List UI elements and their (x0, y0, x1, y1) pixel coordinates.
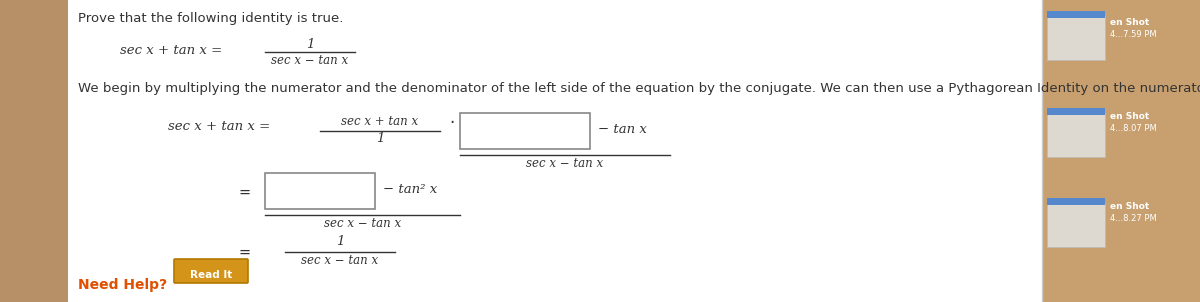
Text: =: = (239, 245, 251, 260)
Text: =: = (239, 185, 251, 200)
FancyBboxPatch shape (265, 173, 374, 209)
Text: sec x − tan x: sec x − tan x (301, 254, 378, 267)
FancyBboxPatch shape (0, 0, 68, 302)
FancyBboxPatch shape (1046, 198, 1105, 205)
Text: en Shot: en Shot (1110, 112, 1150, 121)
Text: Prove that the following identity is true.: Prove that the following identity is tru… (78, 12, 343, 25)
Text: sec x + tan x: sec x + tan x (342, 115, 419, 128)
FancyBboxPatch shape (1046, 108, 1105, 115)
FancyBboxPatch shape (1042, 0, 1200, 302)
Text: 4...8.27 PM: 4...8.27 PM (1110, 214, 1157, 223)
FancyBboxPatch shape (1046, 11, 1105, 18)
Text: 1: 1 (376, 132, 384, 145)
FancyBboxPatch shape (68, 0, 1042, 302)
Text: − tan² x: − tan² x (383, 183, 437, 196)
FancyBboxPatch shape (1046, 203, 1105, 247)
Text: sec x + tan x =: sec x + tan x = (120, 44, 222, 57)
Text: Need Help?: Need Help? (78, 278, 167, 292)
Text: Read It: Read It (190, 270, 232, 280)
Text: sec x − tan x: sec x − tan x (271, 54, 348, 67)
Text: en Shot: en Shot (1110, 18, 1150, 27)
FancyBboxPatch shape (460, 113, 590, 149)
Text: 1: 1 (306, 38, 314, 51)
Text: sec x − tan x: sec x − tan x (527, 157, 604, 170)
Text: − tan x: − tan x (598, 123, 647, 136)
Text: sec x − tan x: sec x − tan x (324, 217, 401, 230)
FancyBboxPatch shape (174, 259, 248, 283)
FancyBboxPatch shape (1046, 16, 1105, 60)
Text: We begin by multiplying the numerator and the denominator of the left side of th: We begin by multiplying the numerator an… (78, 82, 1200, 95)
Text: ·: · (449, 114, 455, 132)
Text: 1: 1 (336, 235, 344, 248)
Text: 4...7.59 PM: 4...7.59 PM (1110, 30, 1157, 39)
Text: 4...8.07 PM: 4...8.07 PM (1110, 124, 1157, 133)
Text: en Shot: en Shot (1110, 202, 1150, 211)
Text: sec x + tan x =: sec x + tan x = (168, 120, 270, 133)
FancyBboxPatch shape (1046, 113, 1105, 157)
